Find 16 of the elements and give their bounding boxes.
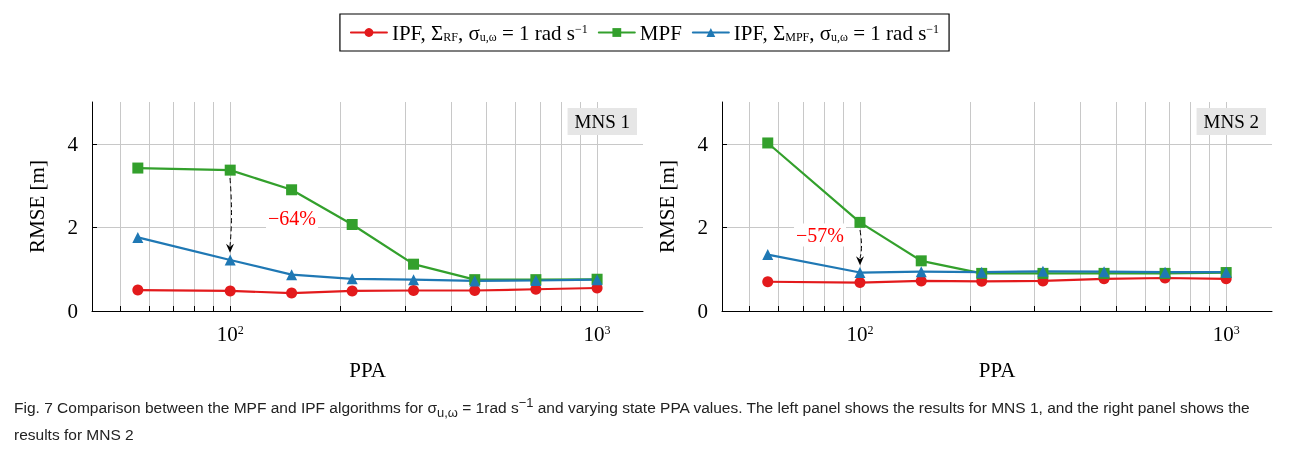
y-tick-label: 2 [67, 215, 78, 240]
legend-label: MPF [639, 20, 682, 45]
text: Fig. 7 Comparison between the MPF and IPF algorithms for σ$_{u,ω}$ = 1rad s$^{−1}$ and varying state PPA values. The left panel shows the results for MNS 1, and the right panel shows the results for MNS 2 [14, 395, 1250, 444]
y-tick-label: 4 [67, 131, 79, 156]
y-tick-label: 0 [67, 299, 78, 323]
y-axis-title: RMSE [m] [24, 160, 49, 253]
y-axis-title: RMSE [m] [654, 160, 679, 253]
y-tick-label: 0 [697, 299, 708, 323]
annotation: −64% [266, 206, 318, 230]
x-axis-title: PPA [978, 357, 1017, 382]
x-axis-title: PPA [349, 357, 387, 382]
chart-title: MNS 1 [574, 111, 631, 132]
y-tick-label: 2 [697, 215, 708, 240]
annotation: −57% [794, 223, 846, 247]
chart-title: MNS 2 [1203, 111, 1260, 132]
y-tick-label: 4 [697, 131, 709, 156]
